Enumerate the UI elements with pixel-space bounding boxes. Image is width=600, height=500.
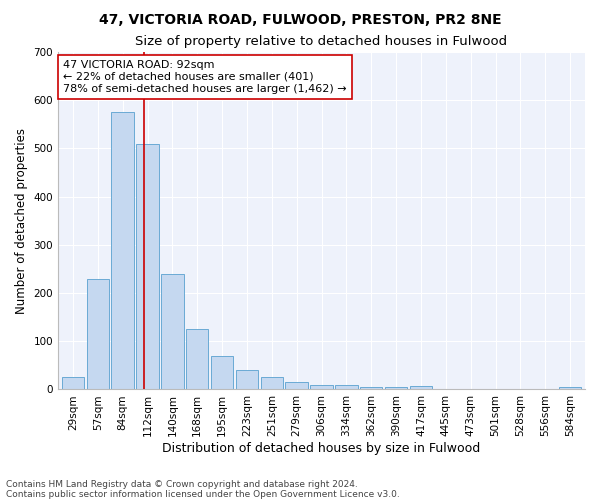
Bar bbox=[310, 384, 333, 390]
Bar bbox=[186, 329, 208, 390]
Bar bbox=[62, 378, 84, 390]
Bar bbox=[136, 144, 159, 390]
Text: Contains HM Land Registry data © Crown copyright and database right 2024.
Contai: Contains HM Land Registry data © Crown c… bbox=[6, 480, 400, 499]
Bar bbox=[161, 274, 184, 390]
Bar bbox=[112, 112, 134, 390]
Bar bbox=[410, 386, 432, 390]
Bar bbox=[211, 356, 233, 390]
Bar bbox=[236, 370, 258, 390]
Title: Size of property relative to detached houses in Fulwood: Size of property relative to detached ho… bbox=[136, 35, 508, 48]
Bar bbox=[559, 387, 581, 390]
Text: 47, VICTORIA ROAD, FULWOOD, PRESTON, PR2 8NE: 47, VICTORIA ROAD, FULWOOD, PRESTON, PR2… bbox=[98, 12, 502, 26]
Bar bbox=[286, 382, 308, 390]
Bar bbox=[260, 378, 283, 390]
Bar bbox=[360, 387, 382, 390]
Y-axis label: Number of detached properties: Number of detached properties bbox=[15, 128, 28, 314]
Bar bbox=[86, 278, 109, 390]
Text: 47 VICTORIA ROAD: 92sqm
← 22% of detached houses are smaller (401)
78% of semi-d: 47 VICTORIA ROAD: 92sqm ← 22% of detache… bbox=[64, 60, 347, 94]
X-axis label: Distribution of detached houses by size in Fulwood: Distribution of detached houses by size … bbox=[163, 442, 481, 455]
Bar bbox=[385, 387, 407, 390]
Bar bbox=[335, 384, 358, 390]
